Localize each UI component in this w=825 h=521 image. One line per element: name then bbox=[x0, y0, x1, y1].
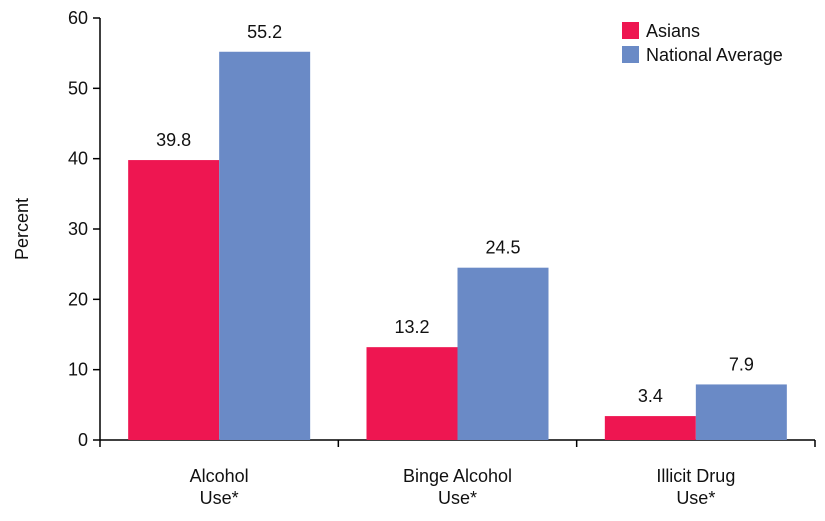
bar bbox=[366, 347, 458, 440]
data-label: 39.8 bbox=[156, 130, 191, 150]
y-tick-label: 40 bbox=[68, 149, 88, 169]
y-tick-label: 0 bbox=[78, 430, 88, 450]
data-label: 55.2 bbox=[247, 22, 282, 42]
legend-swatch bbox=[622, 46, 639, 63]
data-label: 3.4 bbox=[638, 386, 663, 406]
y-axis-label: Percent bbox=[12, 198, 32, 260]
data-label: 7.9 bbox=[729, 354, 754, 374]
y-tick-label: 50 bbox=[68, 78, 88, 98]
category-label: Illicit Drug bbox=[656, 466, 735, 486]
category-label: Use* bbox=[200, 488, 239, 508]
y-tick-label: 60 bbox=[68, 8, 88, 28]
y-tick-label: 20 bbox=[68, 289, 88, 309]
bar bbox=[128, 160, 220, 440]
bar bbox=[604, 416, 696, 440]
y-tick-label: 30 bbox=[68, 219, 88, 239]
category-label: Use* bbox=[676, 488, 715, 508]
bar bbox=[695, 384, 787, 440]
legend-swatch bbox=[622, 22, 639, 39]
category-label: Binge Alcohol bbox=[403, 466, 512, 486]
bar bbox=[219, 51, 311, 440]
data-label: 24.5 bbox=[485, 238, 520, 258]
bar bbox=[457, 267, 549, 440]
legend: Asians National Average bbox=[622, 21, 783, 65]
bars bbox=[128, 51, 787, 440]
legend-label: Asians bbox=[646, 21, 700, 41]
legend-label: National Average bbox=[646, 45, 783, 65]
category-label: Use* bbox=[438, 488, 477, 508]
data-label: 13.2 bbox=[394, 317, 429, 337]
y-tick-label: 10 bbox=[68, 360, 88, 380]
category-label: Alcohol bbox=[190, 466, 249, 486]
